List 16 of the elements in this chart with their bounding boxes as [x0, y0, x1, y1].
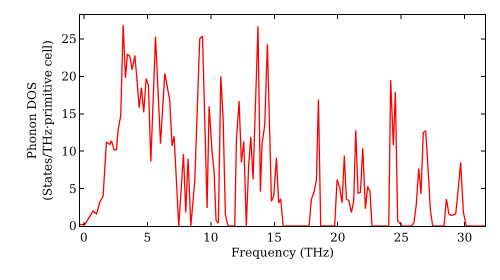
line-series	[80, 24, 485, 226]
y-tick-label: 20	[61, 70, 77, 84]
x-tick-label: 15	[266, 230, 282, 244]
y-tick-label: 10	[61, 144, 77, 158]
y-axis-title: Phonon DOS (States/THz·primitive cell)	[25, 40, 55, 201]
x-tick-label: 5	[143, 230, 152, 244]
x-tick-label: 25	[394, 230, 409, 244]
y-tick-label: 15	[61, 106, 77, 121]
x-tick-label: 20	[330, 230, 346, 244]
y-tick-label: 25	[61, 32, 77, 46]
x-axis-title: Frequency (THz)	[231, 245, 334, 260]
y-tick-label: 0	[68, 219, 77, 234]
x-tick-label: 10	[203, 230, 218, 244]
x-tick-label: 0	[80, 230, 88, 244]
x-tick-label: 30	[457, 230, 472, 244]
y-tick-label: 5	[68, 182, 77, 196]
